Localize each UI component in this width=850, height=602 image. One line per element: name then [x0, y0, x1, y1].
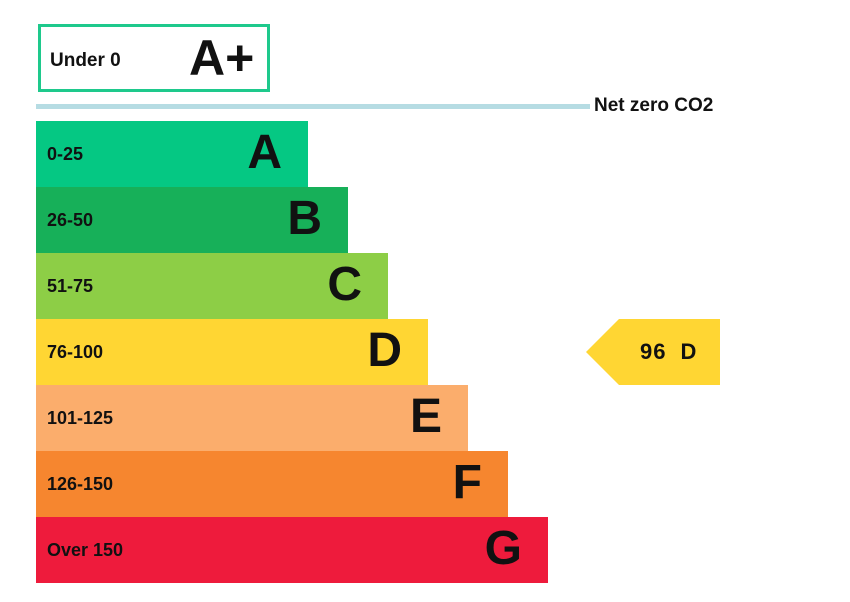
band-d-letter: D	[367, 324, 402, 377]
band-a-plus: Under 0 A+	[38, 24, 270, 92]
band-b: 26-50 B	[36, 187, 348, 253]
band-d: 76-100 D	[36, 319, 428, 385]
band-a: 0-25 A	[36, 121, 308, 187]
band-f-range: 126-150	[47, 474, 114, 494]
band-f: 126-150 F	[36, 451, 508, 517]
current-rating-indicator: 96 D	[586, 319, 720, 385]
band-e-letter: E	[409, 390, 442, 443]
band-g: Over 150 G	[36, 517, 548, 583]
indicator-arrow	[586, 319, 720, 385]
band-g-letter: G	[484, 522, 522, 575]
band-g-range: Over 150	[47, 540, 124, 560]
band-c: 51-75 C	[36, 253, 388, 319]
band-c-letter: C	[327, 258, 362, 311]
band-a-plus-letter: A+	[189, 30, 255, 86]
band-a-plus-range: Under 0	[50, 50, 121, 71]
band-a-letter: A	[247, 126, 282, 179]
band-b-range: 26-50	[47, 210, 94, 230]
band-c-range: 51-75	[47, 276, 94, 296]
current-value: 96	[640, 339, 667, 364]
band-e: 101-125 E	[36, 385, 468, 451]
indicator-text: 96 D	[640, 339, 697, 365]
net-zero-label: Net zero CO2	[594, 95, 714, 116]
band-f-letter: F	[452, 456, 482, 509]
current-rating: D	[680, 339, 698, 364]
band-e-range: 101-125	[47, 408, 114, 428]
band-b-letter: B	[287, 192, 322, 245]
band-a-range: 0-25	[47, 144, 84, 164]
net-zero-line	[36, 104, 590, 109]
band-d-range: 76-100	[47, 342, 104, 362]
